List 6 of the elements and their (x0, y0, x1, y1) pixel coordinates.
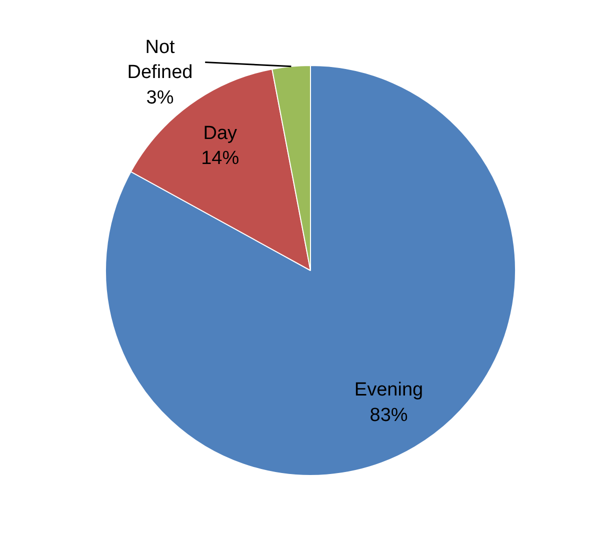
data-label: 14% (201, 148, 240, 170)
slice-label: Day (203, 123, 238, 144)
slice-label: Not Defined (127, 36, 193, 84)
data-label: 3% (146, 87, 174, 108)
data-label: 83% (370, 404, 408, 426)
slice-label: Evening (354, 380, 424, 401)
